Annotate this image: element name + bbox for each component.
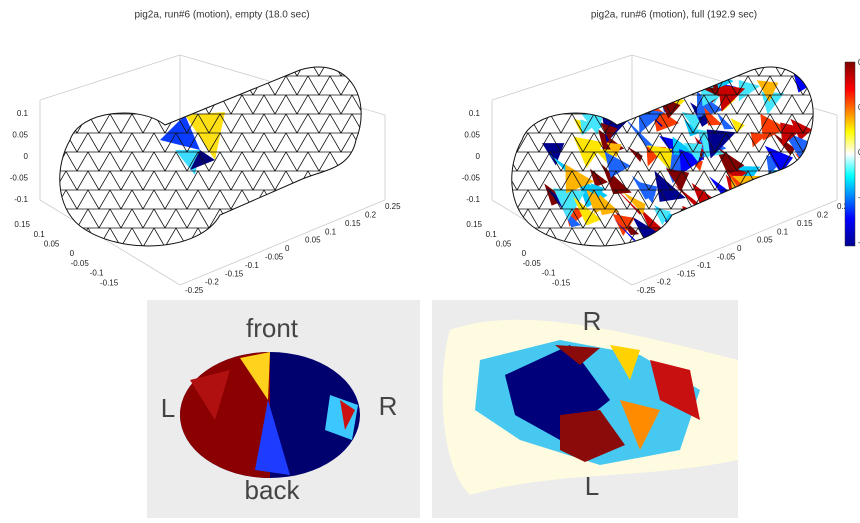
y-tick-label: 0.15 xyxy=(14,220,30,229)
y-tick-label: -0.15 xyxy=(100,278,119,287)
x-tick-label: 0.15 xyxy=(345,219,361,228)
z-tick-label: 0.1 xyxy=(469,109,481,118)
mesh-patch xyxy=(643,75,659,91)
mesh-patch xyxy=(586,76,601,91)
x-tick-label: 0.2 xyxy=(365,211,377,220)
mesh-patch xyxy=(772,170,799,197)
x-tick-label: -0.25 xyxy=(185,286,204,295)
mesh-patch xyxy=(641,84,664,107)
y-tick-label: 0.1 xyxy=(486,230,498,239)
mesh-patch xyxy=(750,185,778,213)
axis-box xyxy=(40,55,180,100)
y-tick-label: 0.15 xyxy=(466,220,482,229)
z-tick-label: -0.05 xyxy=(10,174,29,183)
mesh-patch xyxy=(715,208,731,224)
mesh-patch xyxy=(581,95,600,114)
x-tick-label: -0.05 xyxy=(265,253,284,262)
plots: pig2a, run#6 (motion), empty (18.0 sec) 0… xyxy=(0,10,860,295)
y-tick-label: -0.1 xyxy=(542,269,556,278)
plot-panel: pig2a, run#6 (motion), full (192.9 sec) 0… xyxy=(452,10,860,295)
orientation-label: back xyxy=(245,475,301,505)
y-tick-label: 0 xyxy=(522,249,527,258)
mesh-patch xyxy=(789,183,805,199)
y-tick-label: -0.05 xyxy=(523,259,542,268)
y-tick-label: -0.1 xyxy=(90,269,104,278)
x-tick-label: -0.15 xyxy=(225,269,244,278)
mesh-patch xyxy=(733,210,748,225)
x-tick-label: -0.2 xyxy=(657,278,671,287)
x-tick-label: -0.2 xyxy=(205,278,219,287)
mesh xyxy=(0,40,420,280)
orientation-label: R xyxy=(583,306,602,336)
x-tick-label: 0.2 xyxy=(817,211,829,220)
z-tick-label: -0.05 xyxy=(462,174,481,183)
x-tick-label: -0.1 xyxy=(697,261,711,270)
x-tick-label: -0.05 xyxy=(717,253,736,262)
x-tick-label: 0.05 xyxy=(757,236,773,245)
mesh xyxy=(452,40,860,280)
x-tick-label: -0.25 xyxy=(637,286,656,295)
orientation-label: L xyxy=(161,393,175,423)
axis-box xyxy=(492,55,632,100)
colorbar xyxy=(845,62,855,246)
x-tick-label: 0.05 xyxy=(305,236,321,245)
y-tick-label: 0.05 xyxy=(44,240,60,249)
mesh-wire xyxy=(0,40,420,280)
x-tick-label: -0.15 xyxy=(677,269,696,278)
orientation-label: front xyxy=(246,313,299,343)
z-tick-label: 0.05 xyxy=(12,131,28,140)
x-tick-label: 0 xyxy=(737,244,742,253)
x-tick-label: 0 xyxy=(285,244,290,253)
mesh-patch xyxy=(696,71,714,89)
x-tick-label: 0.25 xyxy=(385,202,401,211)
mesh-patch xyxy=(778,174,808,204)
z-tick-label: 0.1 xyxy=(17,109,29,118)
photos xyxy=(147,300,738,518)
panel-title: pig2a, run#6 (motion), full (192.9 sec) xyxy=(591,10,757,21)
mesh-patch xyxy=(695,215,714,234)
plot-panel: pig2a, run#6 (motion), empty (18.0 sec) 0… xyxy=(0,10,420,295)
mesh-patch xyxy=(679,211,695,227)
z-tick-label: 0 xyxy=(24,152,29,161)
x-tick-label: -0.1 xyxy=(245,261,259,270)
mesh-patch xyxy=(736,200,762,226)
y-tick-label: -0.05 xyxy=(71,259,90,268)
figure: pig2a, run#6 (motion), empty (18.0 sec) 0… xyxy=(0,0,860,518)
mesh-patch xyxy=(684,218,709,243)
z-tick-label: -0.1 xyxy=(466,195,480,204)
z-tick-label: 0 xyxy=(476,152,481,161)
orientation-label: L xyxy=(585,471,599,501)
panel-title: pig2a, run#6 (motion), empty (18.0 sec) xyxy=(134,10,309,21)
mesh-patch xyxy=(753,183,782,212)
x-tick-label: 0.1 xyxy=(777,227,789,236)
x-tick-label: 0.15 xyxy=(797,219,813,228)
y-tick-label: 0.1 xyxy=(34,230,46,239)
z-tick-label: -0.1 xyxy=(14,195,28,204)
z-tick-label: 0.05 xyxy=(464,131,480,140)
x-tick-label: 0.1 xyxy=(325,227,337,236)
y-tick-label: 0 xyxy=(70,249,75,258)
mesh-patch xyxy=(659,84,674,99)
orientation-label: R xyxy=(379,391,398,421)
mesh-patch xyxy=(713,201,731,219)
y-tick-label: -0.15 xyxy=(552,278,571,287)
y-tick-label: 0.05 xyxy=(496,240,512,249)
mesh-wire xyxy=(452,40,860,280)
mesh-patch xyxy=(574,72,602,100)
